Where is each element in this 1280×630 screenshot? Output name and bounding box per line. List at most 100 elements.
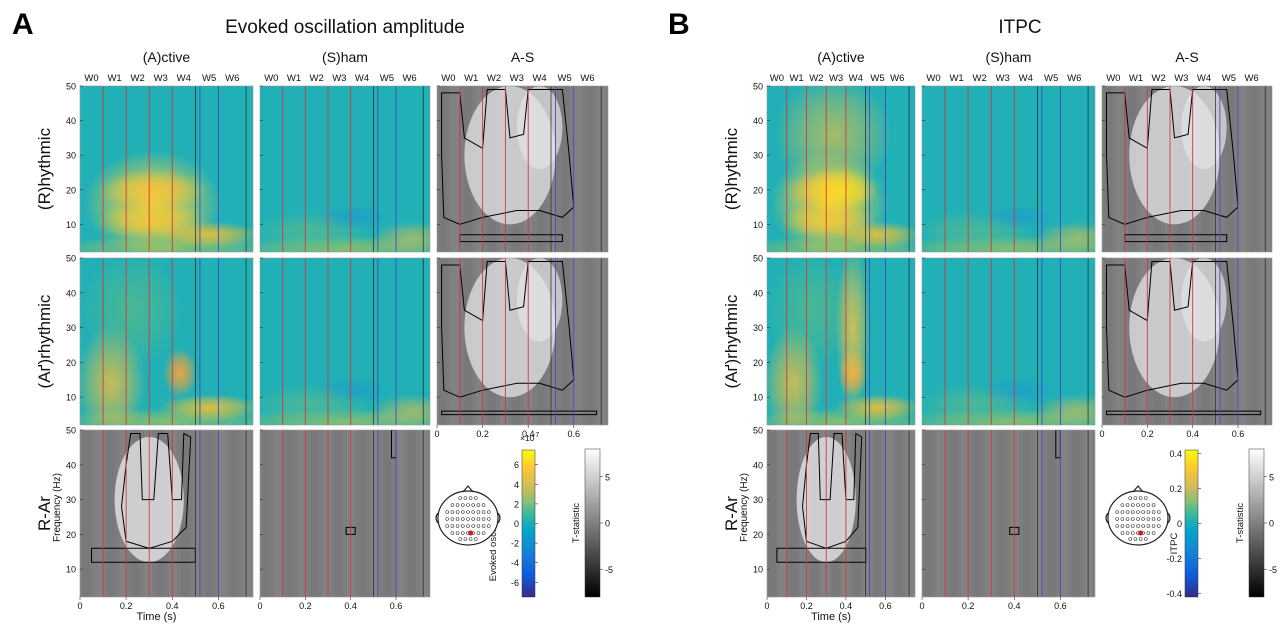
heatmap-texture [1261, 86, 1270, 252]
electrode [1151, 510, 1156, 514]
electrode-highlight [468, 530, 474, 536]
electrode [1120, 503, 1125, 507]
heatmap-background [260, 430, 430, 597]
heat-blob [163, 347, 198, 398]
heatmap-texture [948, 430, 957, 597]
scalp-map-icon [435, 485, 501, 546]
electrode [463, 537, 468, 541]
heat-blob [833, 394, 915, 421]
electrode [473, 537, 478, 541]
tstat-tick-label: 0 [605, 519, 610, 529]
electrode [1131, 524, 1135, 528]
heatmap-texture [1261, 258, 1270, 425]
heatmap-frame [79, 257, 254, 426]
electrode [1141, 510, 1145, 514]
colorbar-tick-label: 0.4 [1169, 449, 1182, 459]
electrode [445, 510, 450, 514]
heatmap-texture [1047, 430, 1056, 597]
electrode [481, 517, 486, 521]
heatmap-texture [395, 430, 404, 597]
heatmap-texture [585, 258, 594, 425]
y-tick-label: 30 [753, 495, 763, 505]
y-tick-label: 30 [753, 151, 763, 161]
heat-blob [833, 221, 915, 248]
electrode [1131, 503, 1135, 507]
heatmap-texture [1035, 430, 1044, 597]
scalp-map-icon [1105, 485, 1171, 546]
colorbar-tstatistic [584, 448, 601, 598]
colorbar-tick-label: -4 [511, 558, 519, 568]
electrode [1136, 503, 1140, 507]
x-tick-label: 0.4 [166, 601, 179, 611]
heatmap-texture [895, 430, 904, 597]
window-label: W1 [107, 73, 121, 84]
window-label: W0 [84, 73, 98, 84]
electrode [1115, 524, 1119, 528]
heat-blob [835, 258, 871, 412]
window-label: W0 [1106, 73, 1120, 84]
colorbar-tick-label: 2 [514, 499, 519, 509]
row-label: R-Ar [35, 496, 54, 531]
tstat-tick-label: -5 [1269, 565, 1277, 575]
y-tick-label: 20 [66, 358, 76, 368]
electrode [1141, 503, 1145, 507]
heatmap-A-gray [436, 257, 609, 426]
heatmap-texture [973, 430, 982, 597]
heatmap-B-activeA: 10 20 30 40 50 [753, 254, 916, 426]
column-title: (A)ctive [817, 49, 865, 65]
heatmap-frame [259, 257, 431, 426]
window-label: W4 [532, 73, 546, 84]
colorbar-label: ITPC [1169, 533, 1180, 555]
electrode [1128, 496, 1132, 500]
y-tick-label: 20 [753, 185, 763, 195]
electrode [468, 537, 473, 541]
significance-contour [441, 89, 575, 225]
panel-title: ITPC [998, 17, 1041, 38]
colorbar-exponent: ×10 [520, 433, 535, 443]
heatmap-texture [573, 258, 582, 425]
significance-contour [345, 526, 356, 535]
x-tick-label: 0.6 [568, 429, 581, 439]
y-tick-label: 30 [66, 323, 76, 333]
electrode [1125, 510, 1130, 514]
heat-blob [316, 204, 391, 231]
heatmap-frame [921, 429, 1096, 598]
y-tick-label: 40 [753, 116, 763, 126]
significance-contour [441, 410, 598, 416]
y-tick-label: 50 [753, 82, 763, 92]
head-nose [1132, 485, 1144, 493]
significance-contour [801, 432, 863, 549]
x-tick-label: 0.2 [120, 601, 133, 611]
x-axis-label: Time (s) [137, 611, 177, 623]
significance-contour [1106, 261, 1239, 398]
electrode [450, 524, 455, 528]
x-tick-label: 0.6 [212, 601, 225, 611]
x-tick-label: 0 [1099, 429, 1104, 439]
window-label: W2 [973, 73, 987, 84]
row-label: (Aґ)rhythmic [722, 294, 741, 388]
window-label: W5 [202, 73, 216, 84]
heat-blob [316, 376, 391, 404]
heatmap-B-gray [1101, 85, 1273, 253]
heatmap-texture [274, 430, 283, 597]
window-label: W4 [1019, 73, 1033, 84]
electrode [1141, 524, 1145, 528]
y-axis-label: Frequency (Hz) [52, 473, 63, 542]
head-ear-right [1167, 512, 1171, 524]
heatmap-frame [79, 429, 254, 598]
electrode [1144, 537, 1148, 541]
electrode [455, 524, 460, 528]
significance-contour [1009, 526, 1020, 535]
heatmap-frame [259, 429, 431, 598]
window-label: W2 [131, 73, 145, 84]
electrode [486, 524, 491, 528]
colorbar-tick-label: -0.2 [1166, 554, 1182, 564]
electrode [455, 531, 460, 535]
window-label: W3 [332, 73, 346, 84]
heatmap-texture [1116, 86, 1125, 252]
electrode [1141, 517, 1145, 521]
heatmap-texture [884, 430, 893, 597]
window-label: W3 [510, 73, 524, 84]
electrode [486, 517, 491, 521]
